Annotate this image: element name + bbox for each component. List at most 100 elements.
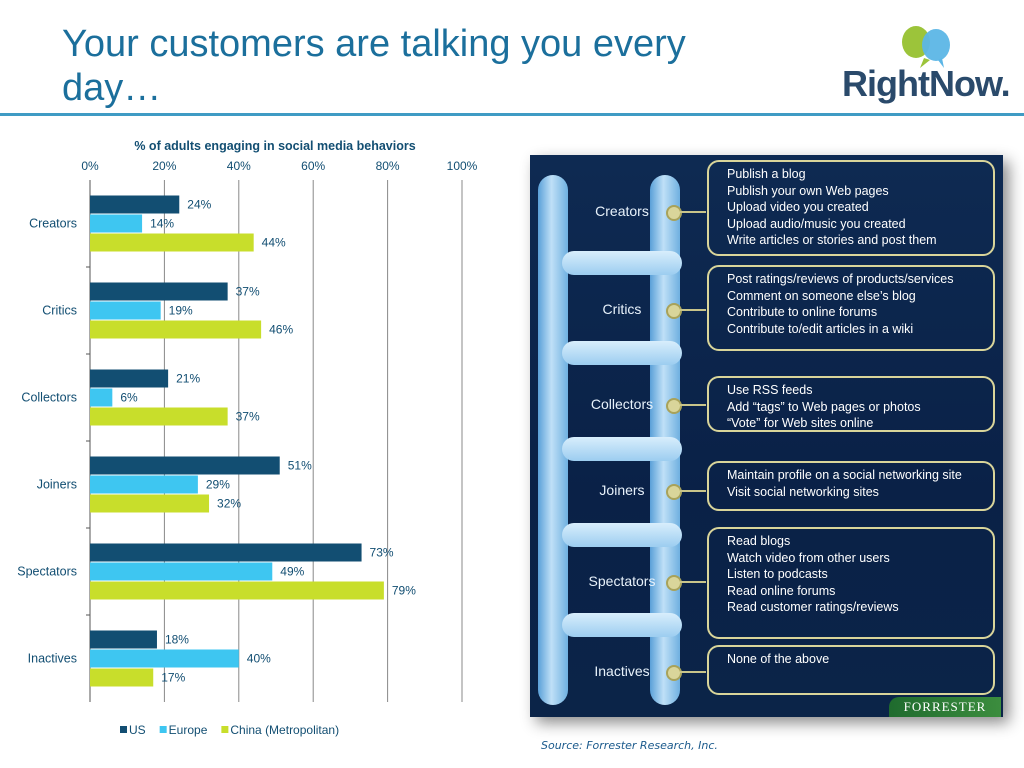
behavior-item: Upload audio/music you created: [727, 216, 906, 231]
x-tick-label: 0%: [81, 159, 99, 173]
ladder-rung: [562, 251, 682, 275]
bar-joiners-2: [90, 494, 210, 513]
bar-creators-1: [90, 214, 143, 233]
bar-creators-0: [90, 195, 180, 214]
x-tick-label: 20%: [152, 159, 176, 173]
data-label: 24%: [187, 198, 211, 212]
connector-line: [680, 581, 706, 583]
data-label: 29%: [206, 478, 230, 492]
bar-chart: % of adults engaging in social media beh…: [17, 139, 478, 737]
chart-title: % of adults engaging in social media beh…: [134, 139, 415, 153]
bar-inactives-1: [90, 649, 239, 668]
bar-inactives-0: [90, 630, 157, 649]
category-label: Creators: [29, 217, 77, 231]
legend-label: Europe: [169, 723, 208, 737]
tier-description-collectors: Use RSS feeds Add “tags” to Web pages or …: [707, 376, 995, 432]
tier-description-creators: Publish a blog Publish your own Web pages…: [707, 160, 995, 256]
bar-spectators-0: [90, 543, 362, 562]
data-label: 37%: [236, 285, 260, 299]
connector-dot-icon: [666, 205, 682, 221]
ladder-rung: [562, 523, 682, 547]
data-label: 21%: [176, 372, 200, 386]
behavior-item: Contribute to/edit articles in a wiki: [727, 321, 914, 336]
behavior-item: Publish your own Web pages: [727, 183, 889, 198]
ladder-rung: [562, 437, 682, 461]
behavior-item: Upload video you created: [727, 200, 869, 214]
tier-label-joiners: Joiners: [599, 482, 645, 498]
tier-label-critics: Critics: [602, 301, 642, 317]
rightnow-logo: RightNow.: [842, 18, 1011, 108]
social-technographics-diagram: FORRESTER Creators Publish a blog Publish …: [530, 155, 1003, 717]
legend-swatch: [221, 726, 229, 733]
tier-label-spectators: Spectators: [588, 573, 656, 589]
tier-label-creators: Creators: [595, 203, 649, 219]
forrester-brand: FORRESTER: [889, 697, 1001, 717]
connector-dot-icon: [666, 575, 682, 591]
logo-text: RightNow.: [842, 63, 1011, 104]
data-label: 19%: [169, 304, 193, 318]
source-note: Source: Forrester Research, Inc.: [541, 739, 718, 752]
connector-line: [680, 404, 706, 406]
data-label: 49%: [280, 565, 304, 579]
tier-description-inactives: None of the above: [707, 645, 995, 695]
behavior-item: Visit social networking sites: [727, 484, 879, 499]
behavior-item: Comment on someone else’s blog: [727, 288, 916, 303]
connector-dot-icon: [666, 665, 682, 681]
bar-collectors-1: [90, 388, 113, 407]
connector-dot-icon: [666, 398, 682, 414]
tier-description-joiners: Maintain profile on a social networking …: [707, 461, 995, 511]
category-label: Inactives: [28, 652, 77, 666]
connector-line: [680, 490, 706, 492]
legend-swatch: [120, 726, 127, 733]
bar-critics-2: [90, 320, 262, 339]
data-label: 73%: [370, 546, 394, 560]
connector-line: [680, 211, 706, 213]
behavior-item: Maintain profile on a social networking …: [727, 468, 962, 482]
data-label: 14%: [150, 217, 174, 231]
connector-dot-icon: [666, 303, 682, 319]
tier-label-collectors: Collectors: [590, 396, 654, 412]
behavior-item: Add “tags” to Web pages or photos: [727, 399, 921, 414]
data-label: 51%: [288, 459, 312, 473]
legend-label: US: [129, 723, 146, 737]
behavior-item: Write articles or stories and post them: [727, 233, 937, 247]
connector-line: [680, 309, 706, 311]
x-tick-label: 100%: [447, 159, 478, 173]
ladder-rung: [562, 613, 682, 637]
data-label: 37%: [236, 410, 260, 424]
bar-joiners-0: [90, 456, 280, 475]
tier-description-spectators: Read blogs Watch video from other users Li…: [707, 527, 995, 639]
bar-critics-0: [90, 282, 228, 301]
bar-joiners-1: [90, 475, 198, 494]
behavior-item: Use RSS feeds: [727, 383, 813, 397]
tier-label-inactives: Inactives: [594, 663, 650, 679]
connector-dot-icon: [666, 484, 682, 500]
bar-inactives-2: [90, 668, 154, 687]
behavior-item: Read online forums: [727, 583, 836, 598]
x-tick-label: 80%: [376, 159, 400, 173]
data-label: 6%: [120, 391, 138, 405]
behavior-item: Read blogs: [727, 534, 791, 548]
category-label: Spectators: [17, 565, 77, 579]
legend-swatch: [159, 726, 167, 733]
data-label: 17%: [161, 671, 185, 685]
data-label: 79%: [392, 584, 416, 598]
x-tick-label: 40%: [227, 159, 251, 173]
bar-collectors-2: [90, 407, 228, 426]
behavior-item: None of the above: [727, 652, 830, 666]
data-label: 32%: [217, 497, 241, 511]
bar-spectators-2: [90, 581, 384, 600]
data-label: 18%: [165, 633, 189, 647]
behavior-item: “Vote” for Web sites online: [727, 416, 874, 430]
behavior-item: Contribute to online forums: [727, 305, 878, 319]
slide-title: Your customers are talking you every day…: [62, 23, 686, 109]
category-label: Critics: [42, 304, 77, 318]
title-divider: [0, 113, 1024, 116]
category-label: Collectors: [21, 391, 77, 405]
bar-spectators-1: [90, 562, 273, 581]
category-label: Joiners: [37, 478, 77, 492]
behavior-item: Post ratings/reviews of products/service…: [727, 272, 954, 286]
bar-creators-2: [90, 233, 254, 252]
speech-bubbles-icon: [902, 26, 950, 68]
behavior-item: Listen to podcasts: [727, 567, 828, 581]
